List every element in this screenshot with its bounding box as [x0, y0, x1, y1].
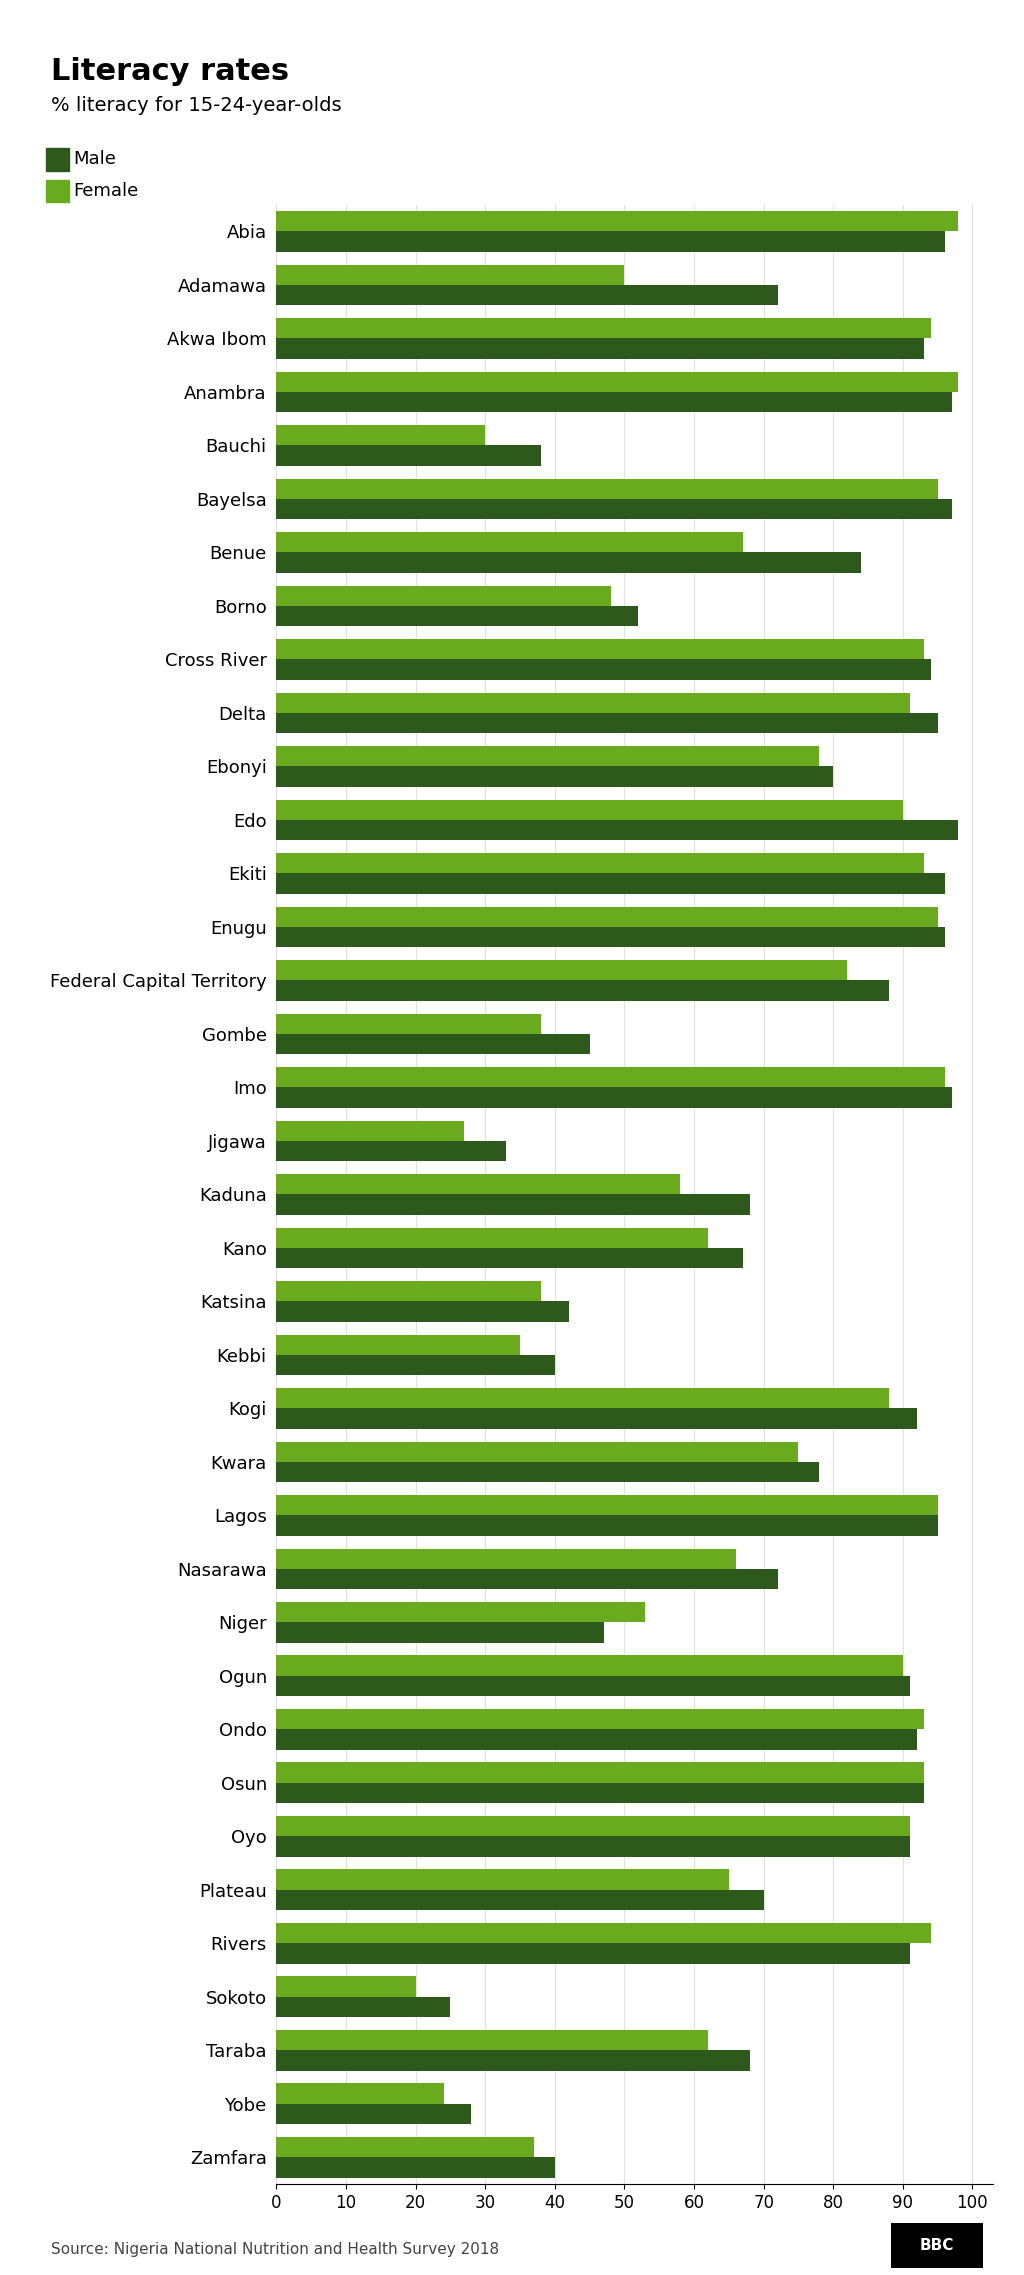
Bar — [276, 1122, 464, 1140]
Bar — [276, 371, 958, 391]
Bar — [276, 692, 909, 712]
Bar — [276, 1140, 506, 1160]
Bar — [276, 1763, 924, 1784]
Bar — [276, 553, 861, 573]
Bar — [276, 1549, 736, 1570]
Bar — [276, 1015, 541, 1033]
Bar — [276, 1033, 590, 1053]
Text: Source: Nigeria National Nutrition and Health Survey 2018: Source: Nigeria National Nutrition and H… — [51, 2241, 500, 2257]
Bar — [276, 1174, 680, 1194]
Bar — [276, 1836, 909, 1856]
Bar — [276, 532, 742, 553]
Text: Male: Male — [74, 150, 117, 168]
Bar — [276, 853, 924, 874]
Text: Literacy rates: Literacy rates — [51, 57, 290, 86]
Bar — [276, 905, 938, 926]
Bar — [276, 1194, 750, 1215]
Bar — [276, 1281, 541, 1301]
Bar — [276, 498, 951, 519]
Bar — [276, 1301, 568, 1322]
Bar — [276, 391, 951, 412]
Bar — [276, 1087, 951, 1108]
Bar — [276, 2104, 471, 2125]
Bar — [276, 212, 958, 232]
Bar — [276, 981, 889, 1001]
Bar — [276, 767, 834, 787]
Bar — [276, 1408, 916, 1429]
Bar — [276, 1622, 603, 1643]
Bar — [276, 1442, 799, 1463]
Bar — [276, 1977, 416, 1997]
Bar — [276, 232, 944, 253]
Bar — [276, 264, 625, 284]
Text: % literacy for 15-24-year-olds: % literacy for 15-24-year-olds — [51, 96, 342, 114]
Bar — [276, 478, 938, 498]
Bar — [276, 585, 610, 605]
Bar — [276, 2084, 443, 2104]
Bar — [276, 1228, 708, 1249]
Bar — [276, 1249, 742, 1267]
Bar — [276, 1335, 520, 1356]
Bar — [276, 1784, 924, 1804]
Text: Female: Female — [74, 182, 139, 200]
Bar — [276, 1943, 909, 1963]
Bar — [276, 1997, 451, 2018]
Text: BBC: BBC — [920, 2239, 954, 2252]
Bar — [276, 2029, 708, 2050]
Bar — [276, 1495, 938, 1515]
Bar — [276, 1388, 889, 1408]
Bar — [276, 1656, 903, 1677]
Bar — [276, 1570, 777, 1590]
Bar — [276, 1709, 924, 1729]
Bar — [276, 712, 938, 733]
Bar — [276, 746, 819, 767]
Bar — [276, 1729, 916, 1749]
Bar — [276, 605, 638, 626]
Bar — [276, 1870, 729, 1891]
Bar — [276, 660, 931, 680]
Bar — [276, 926, 944, 946]
Bar — [276, 874, 944, 894]
Bar — [276, 1356, 555, 1374]
Bar — [276, 319, 931, 339]
Bar — [276, 1463, 819, 1483]
Bar — [276, 1677, 909, 1697]
Bar — [276, 2136, 534, 2157]
Bar — [276, 1515, 938, 1536]
Bar — [276, 639, 924, 660]
Bar — [276, 2157, 555, 2177]
Bar — [276, 1891, 764, 1911]
Bar — [276, 446, 541, 466]
Bar — [276, 1922, 931, 1943]
Bar — [276, 2050, 750, 2070]
Bar — [276, 284, 777, 305]
Bar — [276, 425, 485, 446]
Bar — [276, 799, 903, 819]
Bar — [276, 339, 924, 359]
Bar — [276, 1815, 909, 1836]
Bar — [276, 819, 958, 839]
Bar — [276, 1067, 944, 1087]
Bar — [276, 1602, 645, 1622]
Bar — [276, 960, 847, 981]
